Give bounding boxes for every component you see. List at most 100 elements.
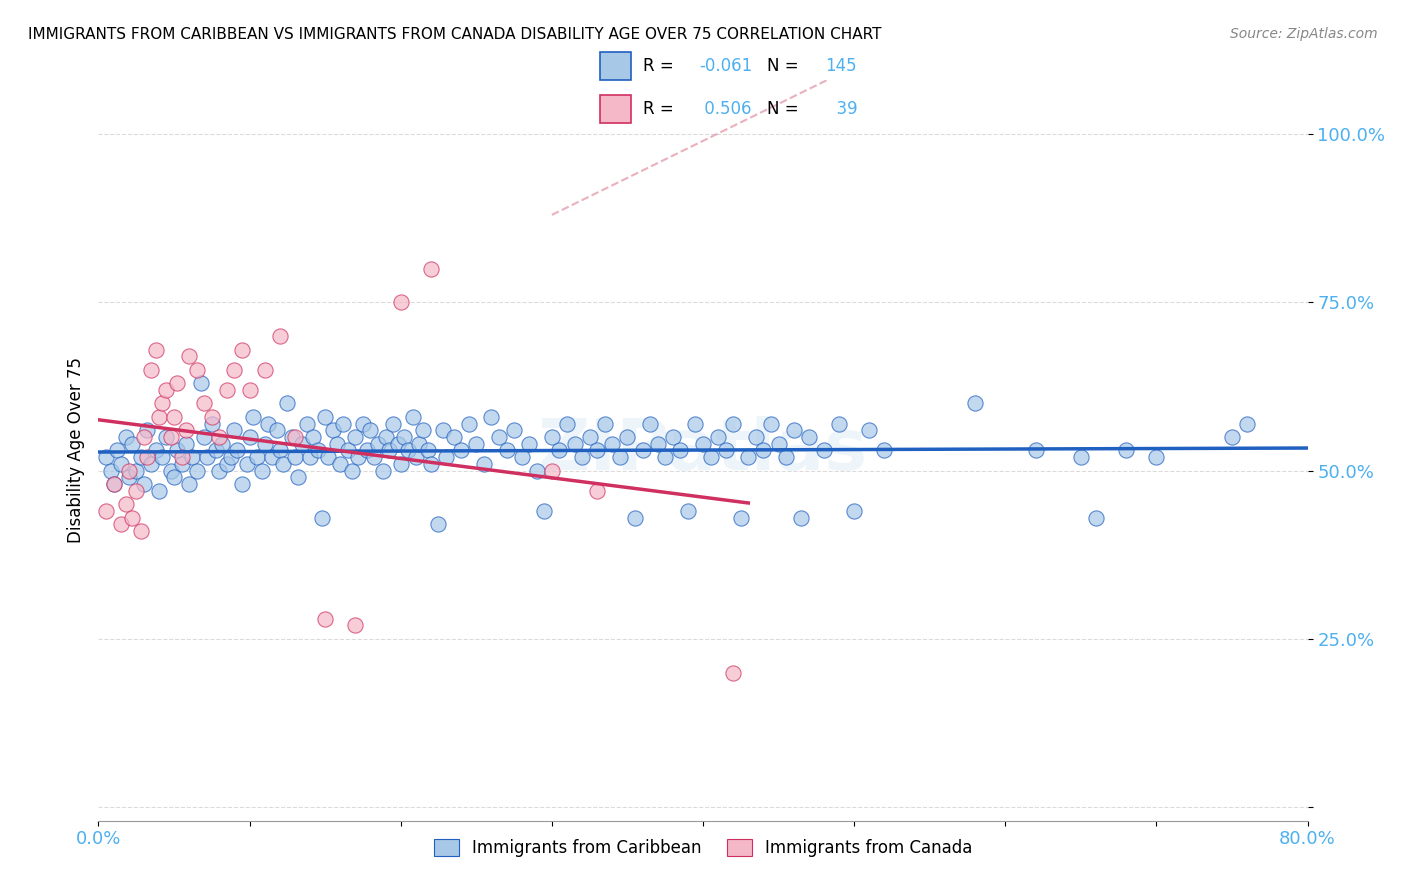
- Text: 39: 39: [825, 100, 858, 118]
- Point: [371, 464, 394, 478]
- Point: [148, 483, 170, 498]
- Point: [121, 510, 143, 524]
- Point: [329, 457, 352, 471]
- Point: [281, 430, 304, 444]
- Point: [759, 417, 782, 431]
- Point: [160, 430, 183, 444]
- Point: [356, 443, 378, 458]
- Point: [135, 450, 157, 465]
- Point: [155, 430, 177, 444]
- Point: [287, 470, 309, 484]
- Point: [276, 396, 298, 410]
- Point: [132, 430, 155, 444]
- Point: [481, 409, 503, 424]
- Point: [692, 436, 714, 450]
- Point: [405, 450, 427, 465]
- Point: [571, 450, 593, 465]
- Point: [221, 450, 243, 465]
- Point: [593, 417, 616, 431]
- Point: [737, 450, 759, 465]
- Point: [412, 423, 434, 437]
- Point: [239, 383, 262, 397]
- Point: [253, 436, 276, 450]
- Point: [374, 430, 396, 444]
- Point: [495, 443, 517, 458]
- Point: [284, 430, 307, 444]
- Point: [166, 376, 188, 391]
- Point: [256, 417, 278, 431]
- Point: [170, 450, 193, 465]
- Point: [132, 477, 155, 491]
- Point: [723, 665, 745, 680]
- Point: [163, 470, 186, 484]
- Point: [215, 457, 238, 471]
- Point: [707, 430, 730, 444]
- Point: [118, 464, 141, 478]
- Point: [402, 409, 425, 424]
- Point: [396, 443, 419, 458]
- Point: [387, 436, 409, 450]
- Point: [266, 423, 288, 437]
- Text: N =: N =: [766, 100, 804, 118]
- Bar: [600, 52, 631, 80]
- Point: [775, 450, 797, 465]
- Point: [145, 443, 167, 458]
- Point: [141, 457, 163, 471]
- Point: [602, 436, 624, 450]
- Point: [624, 510, 647, 524]
- Point: [190, 376, 212, 391]
- Point: [291, 436, 314, 450]
- Point: [1024, 443, 1046, 458]
- Point: [432, 423, 454, 437]
- Point: [392, 430, 415, 444]
- Point: [166, 443, 188, 458]
- Point: [246, 450, 269, 465]
- Point: [94, 504, 117, 518]
- Point: [211, 436, 233, 450]
- Point: [141, 362, 163, 376]
- Text: R =: R =: [643, 57, 679, 75]
- Point: [752, 443, 775, 458]
- Point: [723, 417, 745, 431]
- Point: [631, 443, 654, 458]
- Point: [186, 362, 208, 376]
- Point: [389, 295, 412, 310]
- Point: [548, 443, 571, 458]
- Point: [1220, 430, 1243, 444]
- Point: [250, 464, 273, 478]
- Point: [174, 423, 197, 437]
- Text: ZIPatlas: ZIPatlas: [538, 416, 868, 485]
- Point: [295, 417, 318, 431]
- Text: 0.506: 0.506: [699, 100, 751, 118]
- Point: [342, 464, 364, 478]
- Point: [363, 450, 385, 465]
- Point: [231, 477, 253, 491]
- Point: [768, 436, 790, 450]
- Point: [347, 450, 370, 465]
- Point: [472, 457, 495, 471]
- Point: [517, 436, 540, 450]
- Point: [699, 450, 721, 465]
- Point: [676, 504, 699, 518]
- Point: [322, 423, 344, 437]
- Point: [193, 396, 215, 410]
- Point: [510, 450, 533, 465]
- Point: [586, 443, 609, 458]
- Point: [231, 343, 253, 357]
- Point: [195, 450, 218, 465]
- Point: [269, 443, 291, 458]
- Point: [797, 430, 820, 444]
- Point: [420, 261, 443, 276]
- Legend: Immigrants from Caribbean, Immigrants from Canada: Immigrants from Caribbean, Immigrants fr…: [427, 832, 979, 864]
- Bar: [600, 95, 631, 123]
- Point: [121, 436, 143, 450]
- Point: [714, 443, 737, 458]
- Point: [148, 409, 170, 424]
- Point: [262, 450, 284, 465]
- Point: [730, 510, 752, 524]
- Point: [1115, 443, 1137, 458]
- Point: [284, 450, 307, 465]
- Point: [150, 396, 173, 410]
- Point: [661, 430, 683, 444]
- Point: [336, 443, 359, 458]
